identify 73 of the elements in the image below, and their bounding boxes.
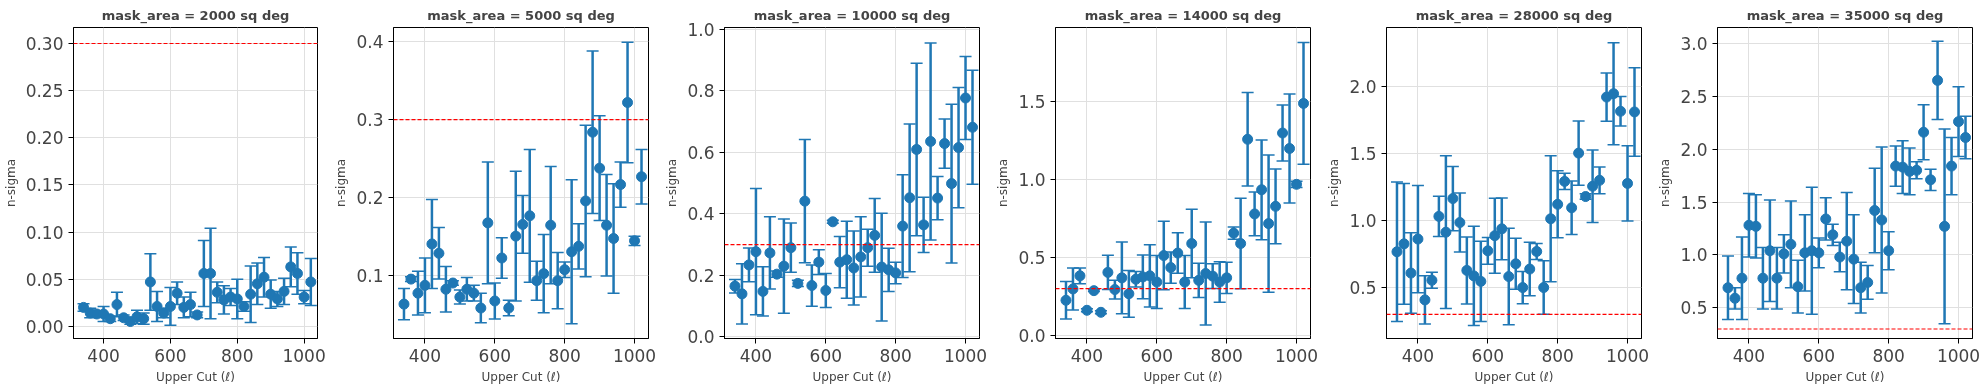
x-tick-label: 800 [221, 345, 254, 366]
x-tick-label: 1000 [1605, 345, 1650, 366]
x-tick-label: 600 [809, 345, 843, 366]
x-tick-label: 400 [739, 345, 773, 366]
y-tick-label: 3.0 [1680, 33, 1708, 54]
y-tick-label: 0.2 [356, 188, 384, 209]
y-axis-title: n-sigma [3, 158, 18, 208]
x-tick-label: 400 [408, 345, 442, 366]
x-tick-label: 600 [1140, 345, 1174, 366]
y-tick-label: 1.0 [1349, 211, 1377, 232]
y-tick-label: 0.05 [25, 269, 64, 290]
x-axis-title: Upper Cut (ℓ) [1143, 369, 1223, 384]
y-tick-label: 0.3 [356, 110, 384, 131]
x-tick-label: 1000 [282, 345, 326, 366]
x-tick-label: 400 [1401, 345, 1435, 366]
x-tick-label: 800 [1872, 345, 1905, 366]
x-tick-label: 600 [154, 345, 187, 366]
y-tick-label: 0.5 [1680, 298, 1708, 319]
y-tick-label: 0.30 [25, 34, 64, 55]
x-tick-label: 800 [879, 345, 912, 366]
y-tick-label: 1.0 [1018, 169, 1046, 190]
y-tick-label: 0.20 [25, 128, 64, 149]
y-tick-label: 0.0 [687, 327, 715, 348]
y-tick-label: 1.0 [1680, 245, 1708, 266]
x-tick-label: 1000 [943, 345, 988, 366]
y-axis-title: n-sigma [1658, 158, 1673, 208]
y-axis-title: n-sigma [1327, 158, 1342, 208]
x-tick-label: 1000 [1274, 345, 1319, 366]
x-tick-label: 600 [478, 345, 512, 366]
x-axis-title: Upper Cut (ℓ) [156, 369, 235, 384]
x-tick-label: 1000 [612, 345, 657, 366]
y-tick-label: 0.4 [687, 204, 715, 225]
y-tick-label: 0.1 [356, 266, 384, 287]
y-tick-label: 0.5 [1018, 247, 1046, 268]
x-axis-title: Upper Cut (ℓ) [812, 369, 892, 384]
y-tick-label: 0.15 [25, 175, 64, 196]
x-tick-label: 400 [1732, 345, 1766, 366]
y-tick-label: 0.5 [1349, 278, 1377, 299]
x-tick-label: 600 [1802, 345, 1836, 366]
y-tick-label: 0.00 [25, 316, 64, 337]
y-tick-label: 1.0 [687, 19, 715, 40]
x-tick-label: 800 [1541, 345, 1574, 366]
y-tick-label: 0.25 [25, 81, 64, 102]
chart-title: mask_area = 2000 sq deg [101, 7, 290, 24]
y-tick-label: 0.6 [687, 142, 715, 163]
x-tick-label: 1000 [1936, 345, 1981, 366]
x-tick-label: 600 [1471, 345, 1505, 366]
y-tick-label: 0.0 [1018, 325, 1046, 346]
y-tick-label: 0.2 [687, 265, 715, 286]
y-tick-label: 2.5 [1680, 86, 1708, 107]
y-tick-label: 2.0 [1680, 139, 1708, 160]
y-tick-label: 1.5 [1680, 192, 1708, 213]
y-tick-label: 1.5 [1018, 92, 1046, 113]
chart-title: mask_area = 14000 sq deg [1084, 7, 1282, 24]
y-tick-label: 0.10 [25, 222, 64, 243]
x-tick-label: 800 [548, 345, 581, 366]
x-axis-title: Upper Cut (ℓ) [1805, 369, 1885, 384]
x-tick-label: 400 [87, 345, 120, 366]
x-axis-title: Upper Cut (ℓ) [481, 369, 561, 384]
y-tick-label: 1.5 [1349, 144, 1377, 165]
y-axis-title: n-sigma [334, 158, 349, 208]
chart-title: mask_area = 10000 sq deg [753, 7, 951, 24]
y-axis-title: n-sigma [665, 158, 680, 208]
chart-title: mask_area = 28000 sq deg [1415, 7, 1613, 24]
y-tick-label: 2.0 [1349, 76, 1377, 97]
x-tick-label: 800 [1210, 345, 1243, 366]
chart-title: mask_area = 35000 sq deg [1746, 7, 1944, 24]
y-tick-label: 0.8 [687, 81, 715, 102]
x-tick-label: 400 [1070, 345, 1104, 366]
y-axis-title: n-sigma [996, 158, 1011, 208]
y-tick-label: 0.4 [356, 32, 384, 53]
chart-title: mask_area = 5000 sq deg [427, 7, 615, 24]
x-axis-title: Upper Cut (ℓ) [1474, 369, 1554, 384]
